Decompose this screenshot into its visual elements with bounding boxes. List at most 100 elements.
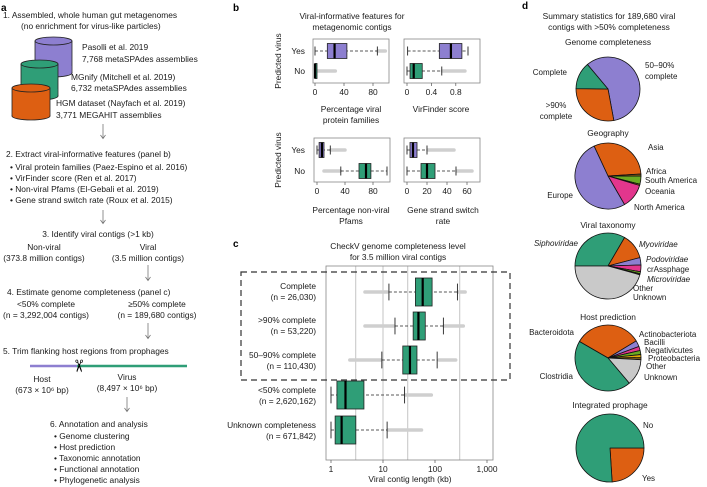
x-tick-label: 100 <box>428 464 442 474</box>
scissors-icon: ✂ <box>69 359 88 373</box>
complete-label: ≥50% complete <box>128 299 186 309</box>
x-tick-label: 40 <box>442 186 452 196</box>
slice-label: 50–90% <box>645 61 674 70</box>
boxplot: 0 40 80 <box>313 137 391 196</box>
panel-c-title: for 3.5 million viral contigs <box>350 252 446 262</box>
pie-title: Genome completeness <box>565 37 651 47</box>
slice-label: complete <box>645 72 678 81</box>
slice-label: Yes <box>642 474 655 483</box>
pie-title: Viral taxonomy <box>580 220 636 230</box>
slice-label: Africa <box>646 167 667 176</box>
x-tick-label: 80 <box>368 186 378 196</box>
category-label-no: No <box>294 166 305 176</box>
panel-label-d: d <box>522 1 528 12</box>
step6-title: 6. Annotation and analysis <box>50 419 148 429</box>
slice-label: >90% complete <box>540 101 573 121</box>
complete-count: (n = 189,680 contigs) <box>118 310 197 320</box>
x-axis-label: Percentage non-viral <box>312 205 389 215</box>
panel-b-title: Viral-informative features for <box>299 11 404 21</box>
host-size: (673 × 10⁶ bp) <box>15 385 69 395</box>
boxplot: 0 0.4 0.8 <box>403 38 481 97</box>
pie-slice <box>609 447 645 483</box>
x-axis-label: rate <box>436 216 451 226</box>
slice-label: Negativicutes <box>645 346 693 355</box>
virus-label: Virus <box>118 372 137 382</box>
slice-label: Microviridae <box>647 275 691 284</box>
viral-count: (3.5 million contigs) <box>112 253 184 263</box>
database-cylinder-hgm <box>11 83 51 121</box>
slice-label: Proteobacteria <box>648 354 701 363</box>
slice-label: North America <box>634 203 685 212</box>
step5-title: 5. Trim flanking host regions from proph… <box>3 346 169 356</box>
plot-frame <box>403 137 481 183</box>
y-axis-label: Predicted virus <box>273 132 283 187</box>
category-label: 50–90% complete <box>249 350 316 360</box>
plot-frame <box>313 137 391 183</box>
panel-d-title: contigs with >50% completeness <box>548 22 670 32</box>
highlight-dashed-box <box>240 271 511 381</box>
x-axis-label: Percentage viral <box>321 104 382 114</box>
box <box>334 415 357 445</box>
plot-frame <box>403 38 481 84</box>
incomplete-label: <50% complete <box>17 299 75 309</box>
x-axis-label: Gene strand switch <box>407 205 479 215</box>
box <box>336 380 365 410</box>
category-label: <50% complete <box>258 385 316 395</box>
pie-slice <box>574 265 641 300</box>
x-tick-label: 0 <box>405 186 410 196</box>
x-tick-label: 0.8 <box>450 87 462 97</box>
step2-bullet: • Viral protein families (Paez-Espino et… <box>10 162 188 172</box>
panel-c: c CheckV genome completeness level for 3… <box>227 239 511 484</box>
slice-label: Oceania <box>645 187 675 196</box>
pie-slice <box>587 56 641 121</box>
slice-label: Bacteroidota <box>529 328 574 337</box>
category-label: Unknown completeness <box>227 420 316 430</box>
boxplot: 0 20 40 60 <box>403 137 481 196</box>
x-tick-label: 0 <box>405 87 410 97</box>
arrow-down-icon <box>145 265 151 282</box>
category-label-no: No <box>294 66 305 76</box>
x-axis-label: Pfams <box>339 216 363 226</box>
slice-label: No <box>643 421 654 430</box>
panel-c-title: CheckV genome completeness level <box>330 241 466 251</box>
pie-chart <box>574 324 642 392</box>
category-label: >90% complete <box>258 315 316 325</box>
x-axis-label: protein families <box>323 115 379 125</box>
step6-bullet: • Genome clustering <box>54 431 130 441</box>
plot-frame <box>312 38 390 84</box>
slice-label: Other <box>646 362 666 371</box>
arrow-down-icon <box>124 397 130 413</box>
slice-label: Podoviridae <box>646 255 689 264</box>
slice-label: Myoviridae <box>639 240 678 249</box>
y-axis-label: Predicted virus <box>273 33 283 88</box>
category-count: (n = 53,220) <box>271 326 317 336</box>
step6-bullet: • Taxonomic annotation <box>54 453 141 463</box>
slice-label: Europe <box>547 191 573 200</box>
x-tick-label: 10 <box>378 464 388 474</box>
step1-title: 1. Assembled, whole human gut metagenome… <box>3 10 177 20</box>
x-tick-label: 20 <box>422 186 432 196</box>
x-tick-label: 0 <box>315 186 320 196</box>
x-tick-label: 40 <box>340 186 350 196</box>
pie-slice <box>575 413 645 483</box>
pie-slice <box>574 145 625 210</box>
panel-b: b Viral-informative features for metagen… <box>233 3 481 226</box>
slice-label: South America <box>645 176 698 185</box>
slice-label: Unknown <box>633 293 666 302</box>
step4-title: 4. Estimate genome completeness (panel c… <box>7 287 171 297</box>
slice-label: crAssphage <box>647 265 690 274</box>
arrow-down-icon <box>145 323 151 340</box>
step3-title: 3. Identify viral contigs (>1 kb) <box>42 229 154 239</box>
incomplete-count: (n = 3,292,004 contigs) <box>3 310 89 320</box>
slice-label: Siphoviridae <box>534 239 579 248</box>
dataset-assemblies: 7,768 metaSPAdes assemblies <box>82 54 198 64</box>
arrow-down-icon <box>100 210 106 225</box>
pie-slice <box>593 142 642 177</box>
pie-title: Integrated prophage <box>572 400 648 410</box>
viral-label: Viral <box>140 242 157 252</box>
dataset-name: Pasolli et al. 2019 <box>82 42 148 52</box>
pie-slice <box>574 341 630 392</box>
box <box>326 43 348 59</box>
